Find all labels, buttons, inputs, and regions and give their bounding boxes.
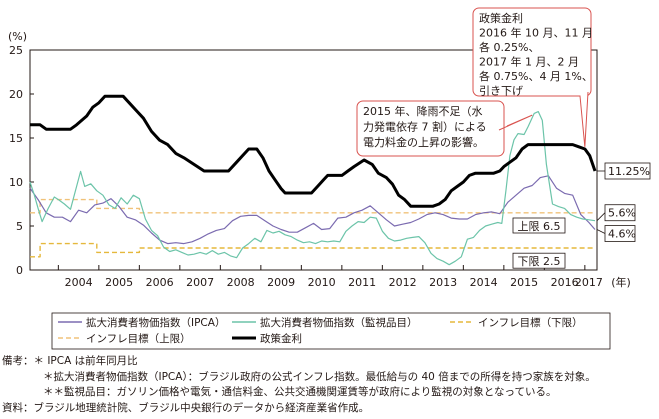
x-tick-label: 2004 <box>65 276 93 289</box>
x-tick-label: 2007 <box>186 276 214 289</box>
legend-frame <box>51 312 611 350</box>
y-tick-label: 5 <box>16 220 23 233</box>
end-label-box <box>604 225 636 242</box>
callout-box <box>356 100 505 157</box>
note-source: 資料：ブラジル地理統計院、ブラジル中央銀行のデータから経済産業省作成。 <box>2 401 370 414</box>
x-tick-label: 2005 <box>105 276 133 289</box>
end-label: 11.25% <box>608 165 650 178</box>
x-tick-label: 2014 <box>470 276 498 289</box>
band-label-box <box>512 217 566 234</box>
y-tick-label: 25 <box>9 44 23 57</box>
x-tick-label: 2010 <box>308 276 336 289</box>
target-band-lines <box>30 198 595 258</box>
x-tick-label: 2013 <box>429 276 457 289</box>
callout-line: 政策金利 <box>479 11 523 25</box>
callout-line: 力発電依存 7 割）による <box>363 120 487 134</box>
note-line-1: 備考：＊ IPCA は前年同月比 <box>2 354 657 370</box>
y-tick-label: 10 <box>9 176 23 189</box>
plot-frame <box>29 49 598 271</box>
band-label-box <box>512 252 566 269</box>
legend-label: 政策金利 <box>260 332 302 345</box>
x-tick-label: 2017 <box>575 276 603 289</box>
x-tick-label: 2008 <box>227 276 255 289</box>
end-label-leader <box>596 212 606 222</box>
x-tick-label: 2009 <box>267 276 295 289</box>
callout-line: 各 0.75%、4 月 1%、 <box>479 69 593 83</box>
end-label-leader <box>596 229 606 234</box>
x-tick-label: 2006 <box>146 276 174 289</box>
axes: (%) 0 5 10 15 20 25 2004 2005 2006 2007 2008 2009 201… <box>8 30 631 289</box>
band-label: 上限 6.5 <box>518 220 561 233</box>
legend-label: 拡大消費者物価指数（監視品目） <box>260 316 418 329</box>
legend: 拡大消費者物価指数（IPCA） 拡大消費者物価指数（監視品目） インフレ目標（下限）… <box>51 312 611 350</box>
x-tick-label: 2012 <box>389 276 417 289</box>
callout-pointer <box>579 91 589 147</box>
chart-labels: 上限 6.5 下限 2.5 11.25% 5.6% 4.6% <box>512 162 651 269</box>
callout-box <box>472 7 592 97</box>
end-label: 4.6% <box>608 228 636 241</box>
note-line-2: ＊拡大消費者物価指数（IPCA）：ブラジル政府の公式インフレ指数。最低給与の 4… <box>43 370 596 383</box>
y-unit-label: (%) <box>8 30 27 43</box>
callout-line: 各 0.25%、 <box>479 40 539 54</box>
chart: (%) 0 5 10 15 20 25 2004 2005 2006 2007 2008 2009 201… <box>8 7 651 350</box>
callout-line: 2015 年、降雨不足（水 <box>363 104 483 118</box>
end-label: 5.6% <box>608 207 636 220</box>
legend-label: インフレ目標（上限） <box>86 332 191 345</box>
band-label: 下限 2.5 <box>518 255 561 268</box>
series-line-4 <box>30 94 597 208</box>
notes: 備考：＊ IPCA は前年同月比 ＊拡大消費者物価指数（IPCA）：ブラジル政府… <box>2 354 657 416</box>
x-tick-label: 2015 <box>510 276 538 289</box>
note-ipca: ＊ IPCA は前年同月比 <box>33 355 138 367</box>
note-line-3: ＊＊監視品目：ガソリン価格や電気・通信料金、公共交通機関運賃等が政府により監視の… <box>43 386 557 398</box>
legend-label: 拡大消費者物価指数（IPCA） <box>86 316 225 329</box>
y-tick-label: 15 <box>9 132 23 145</box>
callout-line: 電力料金の上昇の影響。 <box>363 135 484 149</box>
callout-line: 2017 年 1 月、2 月 <box>479 55 579 69</box>
x-unit-label: (年) <box>611 275 631 289</box>
end-label-box <box>604 162 651 180</box>
series-line-0 <box>29 175 596 245</box>
series-line-1 <box>29 111 596 266</box>
callout-line: 2016 年 10 月、11 月 <box>479 26 593 40</box>
note-lead: 備考： <box>2 355 34 367</box>
x-tick-label: 2016 <box>551 276 579 289</box>
y-tick-label: 20 <box>9 88 23 101</box>
legend-label: インフレ目標（下限） <box>478 316 583 329</box>
end-label-box <box>604 204 636 222</box>
callout-line: 引き下げ <box>479 84 523 98</box>
series-line-2 <box>30 242 595 258</box>
callout-pointer <box>498 114 533 131</box>
series-lines <box>29 94 597 266</box>
series-line-3 <box>30 198 595 214</box>
x-tick-label: 2011 <box>348 276 376 289</box>
y-tick-label: 0 <box>16 264 23 277</box>
